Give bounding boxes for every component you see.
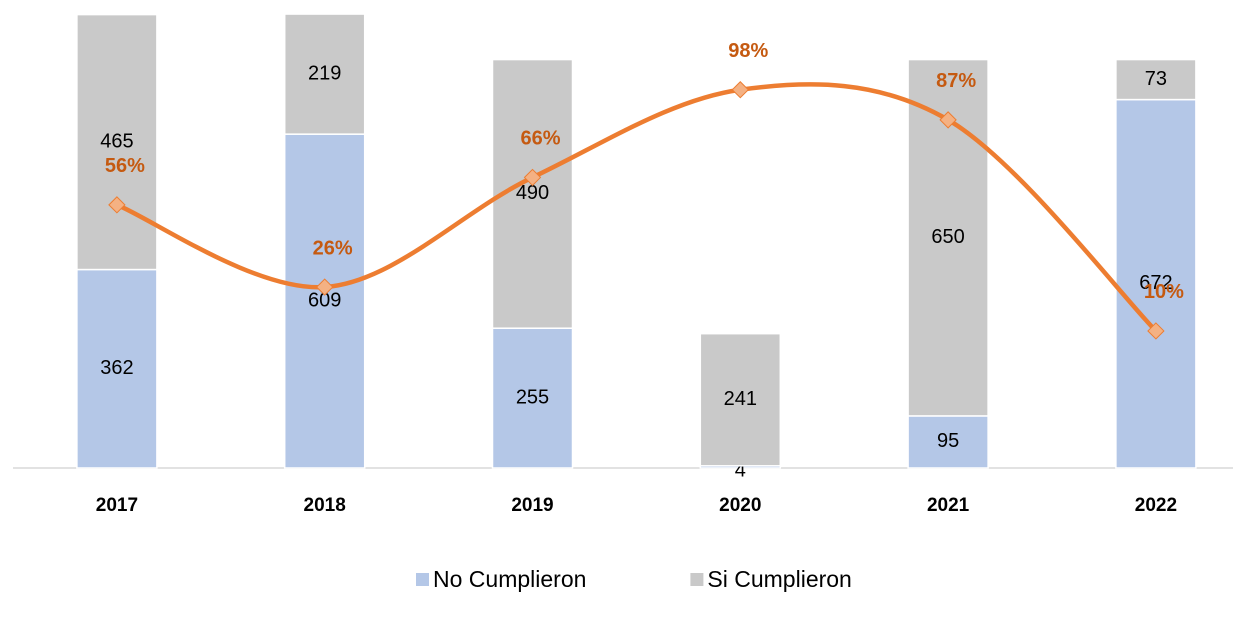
line-value-label: 26%	[313, 237, 353, 259]
bar-value-label: 490	[516, 182, 549, 204]
legend-swatch	[690, 573, 704, 586]
bar-segment	[283, 13, 366, 135]
bar-value-label: 650	[931, 226, 964, 248]
bar-segment	[907, 415, 989, 469]
bar-value-label: 73	[1145, 68, 1167, 90]
line-value-label: 10%	[1144, 281, 1184, 303]
bar-segment	[491, 327, 574, 469]
x-tick-label: 2017	[96, 495, 138, 516]
line-marker	[939, 111, 957, 129]
legend-label: Si Cumplieron	[707, 566, 851, 592]
bar-segment	[76, 13, 158, 271]
line-marker	[315, 278, 334, 296]
bar-segment	[699, 332, 782, 467]
legend-swatch	[416, 573, 429, 586]
bar-value-label: 219	[308, 62, 341, 84]
bar-segment	[1115, 58, 1197, 101]
bar-segment	[76, 268, 158, 469]
line-value-label: 98%	[728, 40, 768, 62]
line-marker	[108, 196, 126, 214]
bar-value-label: 465	[100, 130, 133, 152]
bar-value-label: 95	[937, 430, 959, 452]
bar-value-label: 672	[1139, 272, 1172, 294]
line-value-label: 66%	[520, 128, 560, 150]
line	[116, 82, 1158, 333]
x-tick-label: 2021	[927, 495, 970, 516]
bar-value-label: 4	[735, 459, 746, 481]
bar-value-label: 255	[516, 386, 549, 408]
line-marker	[731, 81, 750, 99]
line-marker	[1147, 322, 1165, 340]
legend-label: No Cumplieron	[433, 566, 586, 592]
bar-value-label: 609	[308, 289, 341, 311]
x-tick-label: 2020	[719, 495, 761, 516]
line-marker	[523, 168, 542, 187]
line-value-label: 56%	[105, 155, 145, 177]
bar-segment	[1115, 98, 1197, 469]
x-tick-label: 2019	[511, 495, 553, 516]
x-tick-label: 2022	[1135, 495, 1177, 516]
bar-value-label: 362	[100, 357, 133, 379]
x-tick-label: 2018	[304, 495, 346, 516]
line-value-label: 87%	[936, 70, 976, 92]
bar-value-label: 241	[724, 388, 757, 410]
